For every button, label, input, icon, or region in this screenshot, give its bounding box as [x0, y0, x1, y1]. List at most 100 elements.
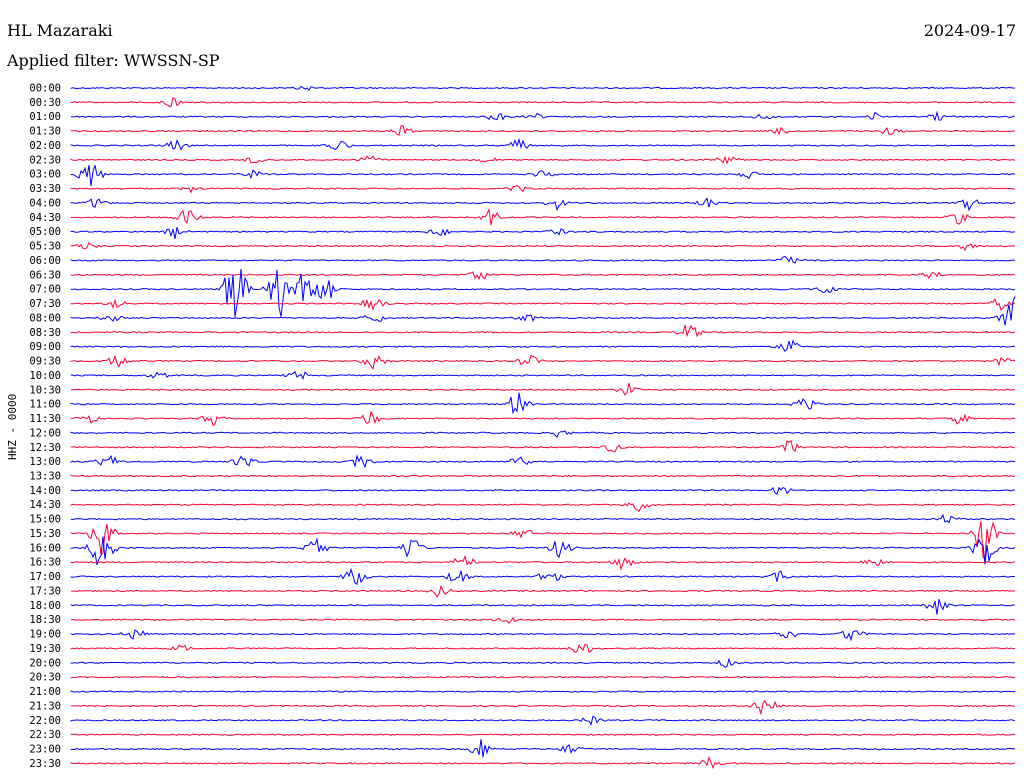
- row-label: 05:00: [29, 226, 61, 238]
- row-label: 11:30: [29, 413, 61, 425]
- trace-line: [70, 598, 1016, 615]
- trace-line: [70, 430, 1016, 438]
- trace-line: [70, 410, 1016, 427]
- trace-line: [70, 382, 1016, 396]
- trace-line: [70, 268, 1016, 318]
- trace-line: [70, 584, 1016, 598]
- row-label: 17:00: [29, 571, 61, 583]
- row-label: 22:30: [29, 729, 61, 741]
- row-label: 10:30: [29, 384, 61, 396]
- row-label: 15:30: [29, 528, 61, 540]
- filter-label: Applied filter: WWSSN-SP: [7, 51, 220, 70]
- row-label: 20:00: [29, 657, 61, 669]
- trace-line: [70, 616, 1016, 624]
- row-label: 00:00: [29, 83, 61, 95]
- trace-line: [70, 354, 1016, 371]
- row-label: 03:30: [29, 183, 61, 195]
- row-label: 12:30: [29, 442, 61, 454]
- trace-line: [70, 676, 1016, 679]
- row-label: 22:00: [29, 715, 61, 727]
- row-label: 19:00: [29, 629, 61, 641]
- row-label: 23:00: [29, 744, 61, 756]
- trace-line: [70, 521, 1016, 561]
- row-label: 01:30: [29, 126, 61, 138]
- row-label: 17:30: [29, 585, 61, 597]
- trace-line: [70, 227, 1016, 239]
- row-label: 02:00: [29, 140, 61, 152]
- row-label: 23:30: [29, 758, 61, 770]
- trace-line: [70, 370, 1016, 380]
- row-label: 11:00: [29, 399, 61, 411]
- row-label: 00:30: [29, 97, 61, 109]
- row-label: 02:30: [29, 154, 61, 166]
- trace-line: [70, 324, 1016, 338]
- trace-line: [70, 125, 1016, 137]
- trace-line: [70, 298, 1016, 311]
- row-label: 18:30: [29, 614, 61, 626]
- trace-line: [70, 739, 1016, 758]
- row-label: 01:00: [29, 111, 61, 123]
- trace-line: [70, 502, 1016, 513]
- row-label: 14:30: [29, 499, 61, 511]
- row-label: 13:00: [29, 456, 61, 468]
- row-label: 08:00: [29, 312, 61, 324]
- row-label: 16:30: [29, 557, 61, 569]
- row-label: 21:30: [29, 700, 61, 712]
- row-label: 10:00: [29, 370, 61, 382]
- trace-line: [70, 643, 1016, 653]
- trace-line: [70, 197, 1016, 212]
- trace-line: [70, 392, 1016, 415]
- row-label: 15:00: [29, 514, 61, 526]
- row-label: 06:30: [29, 269, 61, 281]
- row-label: 09:00: [29, 341, 61, 353]
- trace-line: [70, 756, 1016, 770]
- trace-line: [70, 339, 1016, 352]
- trace-line: [70, 165, 1016, 187]
- date-label: 2024-09-17: [923, 21, 1016, 40]
- row-label: 06:00: [29, 255, 61, 267]
- row-label: 14:00: [29, 485, 61, 497]
- row-label: 21:00: [29, 686, 61, 698]
- trace-line: [70, 715, 1016, 726]
- row-label: 19:30: [29, 643, 61, 655]
- trace-line: [70, 296, 1016, 326]
- trace-line: [70, 137, 1016, 151]
- trace-line: [70, 536, 1016, 566]
- trace-line: [70, 271, 1016, 281]
- trace-line: [70, 110, 1016, 122]
- trace-line: [70, 733, 1016, 736]
- row-label: 03:00: [29, 169, 61, 181]
- trace-line: [70, 241, 1016, 252]
- station-title: HL Mazaraki: [7, 21, 113, 40]
- trace-line: [70, 155, 1016, 165]
- row-label: 13:30: [29, 470, 61, 482]
- row-label: 16:00: [29, 542, 61, 554]
- trace-line: [70, 554, 1016, 571]
- trace-line: [70, 657, 1016, 668]
- trace-line: [70, 690, 1016, 693]
- trace-line: [70, 207, 1016, 226]
- row-label: 04:30: [29, 212, 61, 224]
- row-label: 07:30: [29, 298, 61, 310]
- trace-line: [70, 184, 1016, 194]
- trace-line: [70, 486, 1016, 495]
- row-label: 20:30: [29, 672, 61, 684]
- trace-line: [70, 97, 1016, 108]
- row-label: 07:00: [29, 284, 61, 296]
- trace-line: [70, 439, 1016, 453]
- row-label: 09:30: [29, 356, 61, 368]
- row-label: 04:00: [29, 197, 61, 209]
- trace-line: [70, 699, 1016, 716]
- trace-line: [70, 567, 1016, 586]
- row-label: 08:30: [29, 327, 61, 339]
- trace-line: [70, 629, 1016, 642]
- row-label: 05:30: [29, 241, 61, 253]
- row-label: 18:00: [29, 600, 61, 612]
- trace-line: [70, 474, 1016, 478]
- trace-line: [70, 513, 1016, 524]
- row-label: 12:00: [29, 427, 61, 439]
- trace-line: [70, 454, 1015, 469]
- trace-line: [70, 255, 1016, 264]
- trace-line: [70, 85, 1016, 91]
